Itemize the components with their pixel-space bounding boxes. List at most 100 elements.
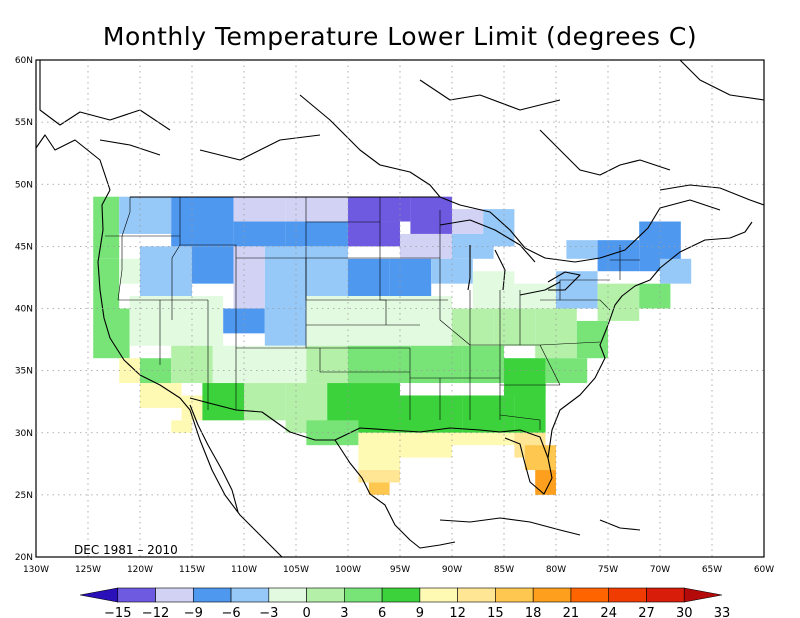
colorbar-arrow-high [683, 587, 723, 603]
colorbar-segment [381, 587, 421, 603]
lon-label: 75W [598, 565, 618, 575]
color-bar-labels: −15 −12 −9 −6 −3 0 3 6 9 12 15 18 21 24 27 30 33 [104, 606, 730, 618]
temperature-cell [140, 246, 192, 297]
temperature-cell [254, 345, 307, 384]
lon-label: 60W [754, 565, 774, 575]
temperature-cell [233, 196, 286, 222]
colorbar-tick: 18 [525, 606, 542, 618]
colorbar-segment [570, 587, 610, 603]
temperature-cell [264, 246, 307, 309]
colorbar-segment [268, 587, 307, 603]
lon-label: 120W [127, 565, 153, 575]
temperature-cell [306, 296, 348, 346]
colorbar-tick: 33 [714, 606, 731, 618]
temperature-cell [223, 308, 265, 334]
temperature-cell [660, 258, 692, 284]
temperature-cell [348, 345, 411, 384]
temperature-cell [472, 271, 515, 309]
temperature-cell [306, 246, 348, 297]
temperature-cell [171, 420, 192, 433]
temperature-cell [171, 296, 224, 346]
colorbar-tick: 9 [416, 606, 424, 618]
colorbar-segment [117, 587, 156, 603]
coastlines [35, 59, 765, 558]
temperature-cell [171, 345, 213, 384]
temperature-cell [566, 240, 598, 259]
temperature-cell [348, 221, 400, 247]
colorbar-tick: −6 [221, 606, 240, 618]
lat-label: 50N [15, 180, 33, 190]
temperature-cell [192, 246, 234, 284]
temperature-cell [400, 395, 463, 433]
temperature-cell [93, 196, 120, 259]
temperature-cell [264, 308, 307, 346]
colorbar-tick: 0 [302, 606, 310, 618]
lon-label: 115W [179, 565, 205, 575]
temperature-cell [597, 240, 640, 272]
colorbar-segment [344, 587, 383, 603]
temperature-cell [597, 283, 640, 321]
lat-label: 20N [15, 553, 33, 563]
colorbar-segment [230, 587, 270, 603]
temperature-cell [348, 258, 390, 297]
lon-label: 95W [390, 565, 410, 575]
temperature-cell [233, 246, 265, 309]
temperature-cell [285, 221, 348, 247]
colorbar-segment [192, 587, 232, 603]
temperature-cell [202, 383, 244, 421]
lon-label: 70W [650, 565, 670, 575]
period-label: DEC 1981 – 2010 [74, 543, 178, 557]
lon-label: 80W [546, 565, 566, 575]
temperature-cell [400, 432, 452, 458]
lon-label: 90W [442, 565, 462, 575]
colorbar-tick: 3 [340, 606, 348, 618]
lon-label: 125W [75, 565, 101, 575]
temperature-cell [119, 258, 140, 284]
colorbar-segment [608, 587, 647, 603]
temperature-cell [535, 308, 577, 359]
colorbar-tick: 6 [378, 606, 386, 618]
temperature-cell [493, 308, 536, 346]
temperature-cell [368, 482, 390, 495]
colorbar-segment [155, 587, 194, 603]
temperature-cell [462, 345, 504, 384]
temperature-cell [244, 383, 286, 421]
lon-label: 100W [335, 565, 361, 575]
temperature-cells [93, 196, 692, 495]
colorbar-segment [495, 587, 534, 603]
temperature-cell [348, 296, 411, 346]
lon-label: 65W [702, 565, 722, 575]
colorbar-segment [646, 587, 685, 603]
temperature-cell [358, 470, 400, 483]
temperature-cell [348, 196, 411, 222]
lon-label: 105W [283, 565, 309, 575]
colorbar-tick: 27 [638, 606, 655, 618]
temperature-cell [171, 196, 234, 247]
temperature-cell [93, 308, 130, 359]
temperature-cell [452, 308, 494, 346]
colorbar-tick: 21 [563, 606, 580, 618]
lat-label: 55N [15, 118, 33, 128]
colorbar-segment [532, 587, 572, 603]
lat-label: 40N [15, 305, 33, 315]
temperature-cell [452, 432, 515, 446]
colorbar-tick: 15 [487, 606, 504, 618]
colorbar-segment [306, 587, 345, 603]
temperature-cell [514, 383, 546, 433]
state-borders [105, 197, 640, 430]
lat-label: 45N [15, 242, 33, 252]
temperature-cell [639, 283, 671, 309]
lat-label: 60N [15, 56, 33, 66]
lat-lon-grid [36, 60, 764, 557]
temperature-cell [119, 196, 140, 234]
temperature-cell [452, 209, 484, 234]
lon-label: 130W [23, 565, 49, 575]
lat-label: 30N [15, 429, 33, 439]
longitude-labels: 130W 125W 120W 115W 110W 105W 100W 95W 90W 85W 80W… [23, 565, 774, 575]
colorbar-tick: 12 [449, 606, 466, 618]
colorbar-tick: 30 [676, 606, 693, 618]
lon-label: 85W [494, 565, 514, 575]
temperature-cell [140, 383, 182, 408]
map-title: Monthly Temperature Lower Limit (degrees… [102, 22, 698, 51]
